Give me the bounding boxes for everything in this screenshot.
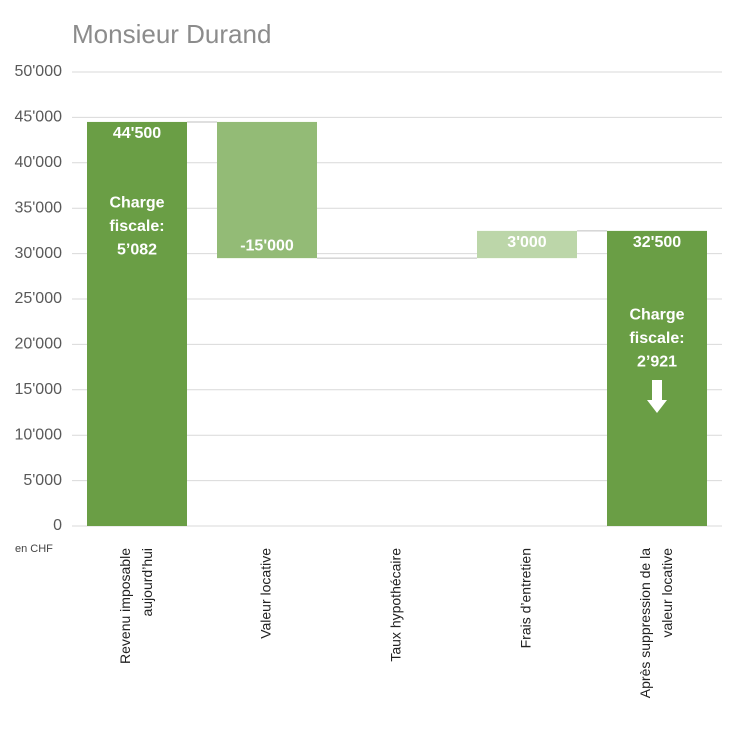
y-tick-label: 35'000 bbox=[14, 199, 62, 216]
unit-label: en CHF bbox=[15, 543, 53, 555]
x-tick-label: Frais d’entretien bbox=[518, 548, 534, 648]
y-tick-label: 45'000 bbox=[14, 109, 62, 126]
value-label: -15'000 bbox=[240, 237, 294, 254]
x-tick-label: Après suppression de la valeur locative bbox=[637, 548, 675, 698]
x-tick-label: Revenu imposable aujourd’hui bbox=[117, 548, 155, 664]
bar bbox=[607, 230, 707, 526]
y-tick-label: 40'000 bbox=[14, 154, 62, 171]
chart-title: Monsieur Durand bbox=[72, 19, 271, 49]
y-tick-label: 25'000 bbox=[14, 290, 62, 307]
annotation: Charge fiscale: 5’082 bbox=[109, 195, 164, 259]
y-tick-label: 10'000 bbox=[14, 426, 62, 443]
value-label: 3'000 bbox=[507, 234, 547, 251]
bar bbox=[217, 121, 317, 259]
x-tick-label: Valeur locative bbox=[258, 548, 274, 639]
annotation: Charge fiscale: 2’921 bbox=[629, 307, 684, 371]
y-tick-label: 5'000 bbox=[23, 472, 62, 489]
down-arrow bbox=[647, 380, 667, 413]
bar bbox=[477, 230, 577, 259]
x-tick-label: Taux hypothécaire bbox=[388, 548, 404, 662]
value-label: 44'500 bbox=[113, 125, 161, 142]
bar bbox=[87, 121, 187, 526]
y-tick-label: 0 bbox=[53, 517, 62, 534]
y-tick-label: 15'000 bbox=[14, 381, 62, 398]
y-tick-label: 30'000 bbox=[14, 245, 62, 262]
y-tick-label: 20'000 bbox=[14, 336, 62, 353]
y-tick-label: 50'000 bbox=[14, 63, 62, 80]
value-label: 32'500 bbox=[633, 234, 681, 251]
